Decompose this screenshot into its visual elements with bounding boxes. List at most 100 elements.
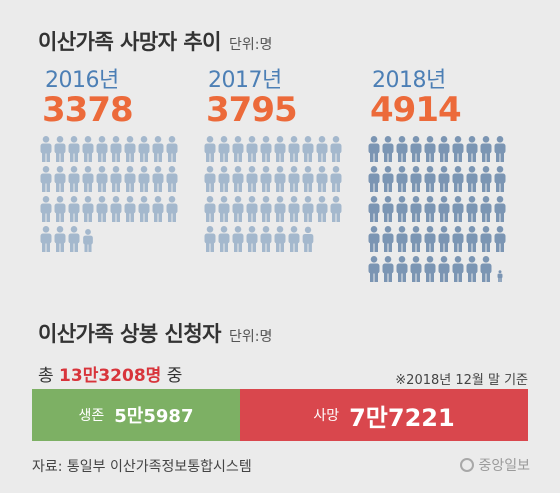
section2-unit: 단위:명 xyxy=(229,329,273,345)
person-figure-2018년 xyxy=(438,226,450,252)
alive-label: 생존 xyxy=(78,408,105,424)
person-figure-2016년 xyxy=(110,196,122,222)
person-figure-2016년 xyxy=(110,166,122,192)
person-figure-2016년 xyxy=(166,136,178,162)
person-figure-2017년 xyxy=(246,226,258,252)
person-figure-2018년 xyxy=(382,196,394,222)
person-figure-2018년 xyxy=(466,136,478,162)
person-figure-2017년 xyxy=(260,196,272,222)
dead-label: 사망 xyxy=(313,408,340,424)
dead-segment: 사망 7만7221 xyxy=(240,389,528,441)
person-figure-2018년 xyxy=(368,226,380,252)
alive-segment: 생존 5만5987 xyxy=(32,389,240,441)
person-figure-2018년 xyxy=(424,226,436,252)
person-figure-2018년 xyxy=(494,226,506,252)
value-label-2017: 3795 xyxy=(206,90,298,130)
total-value: 13만3208명 xyxy=(59,366,162,386)
person-figure-2017년 xyxy=(246,166,258,192)
person-figure-2017년 xyxy=(288,136,300,162)
person-figure-2017년 xyxy=(274,226,286,252)
publisher-logo: 중앙일보 xyxy=(460,455,530,475)
person-figure-2017년 xyxy=(288,166,300,192)
date-note: ※2018년 12월 말 기준 xyxy=(395,373,528,388)
person-figure-2016년 xyxy=(96,166,108,192)
person-figure-2017년 xyxy=(218,166,230,192)
person-figure-2017년 xyxy=(274,136,286,162)
person-figure-2016년 xyxy=(68,196,80,222)
person-figure-2016년 xyxy=(152,196,164,222)
person-figure-2017년 xyxy=(204,166,216,192)
person-figure-2017년 xyxy=(218,196,230,222)
person-figure-2018년 xyxy=(368,196,380,222)
logo-circle-icon xyxy=(460,458,475,472)
chart-unit: 단위:명 xyxy=(229,37,273,53)
person-figure-2017년 xyxy=(218,226,230,252)
person-figure-2018년 xyxy=(466,196,478,222)
year-label-2016: 2016년 xyxy=(45,68,119,93)
person-figure-2016년 xyxy=(82,196,94,222)
person-figure-2018년 xyxy=(438,255,450,282)
person-figure-2017년 xyxy=(246,136,258,162)
person-figure-2018년 xyxy=(410,136,422,162)
person-figure-2017년 xyxy=(302,136,314,162)
person-figure-2018년 xyxy=(452,136,464,162)
person-figure-2018년 xyxy=(382,255,394,282)
person-figure-2016년 xyxy=(82,136,94,162)
person-figure-2018년 xyxy=(410,226,422,252)
person-figure-2018년 xyxy=(424,196,436,222)
person-figure-2017년 xyxy=(260,226,272,252)
person-figure-2018년 xyxy=(452,166,464,192)
person-figure-2018년 xyxy=(452,196,464,222)
person-figure-2018년 xyxy=(382,226,394,252)
person-figure-2016년 xyxy=(166,196,178,222)
person-figure-2016년 xyxy=(124,136,136,162)
person-figure-2016년 xyxy=(124,196,136,222)
person-figure-2018년 xyxy=(452,226,464,252)
person-figure-2017년 xyxy=(302,166,314,192)
person-figure-2017년 xyxy=(316,136,328,162)
person-figure-2016년 xyxy=(54,136,66,162)
value-label-2018: 4914 xyxy=(370,90,462,130)
person-figure-2017년 xyxy=(330,136,342,162)
person-figure-2017년 xyxy=(288,226,300,252)
alive-value: 5만5987 xyxy=(114,406,194,427)
value-label-2016: 3378 xyxy=(42,90,134,130)
person-figure-2016년 xyxy=(110,136,122,162)
person-figure-2018년 xyxy=(497,270,503,282)
person-figure-2016년 xyxy=(54,166,66,192)
person-figure-2016년 xyxy=(152,166,164,192)
person-figure-2016년 xyxy=(68,226,80,252)
person-figure-2017년 xyxy=(330,196,342,222)
person-figure-2016년 xyxy=(138,136,150,162)
person-figure-2016년 xyxy=(138,166,150,192)
person-figure-2018년 xyxy=(466,166,478,192)
person-figure-2017년 xyxy=(232,166,244,192)
person-figure-2016년 xyxy=(40,226,52,252)
person-figure-2018년 xyxy=(396,136,408,162)
person-figure-2018년 xyxy=(480,196,492,222)
person-figure-2018년 xyxy=(424,136,436,162)
person-figure-2016년 xyxy=(68,166,80,192)
person-figure-2018년 xyxy=(466,226,478,252)
person-figure-2016년 xyxy=(124,166,136,192)
person-figure-2018년 xyxy=(424,166,436,192)
person-figure-2017년 xyxy=(246,196,258,222)
year-label-2018: 2018년 xyxy=(372,68,446,93)
person-figure-2018년 xyxy=(480,226,492,252)
person-figure-2018년 xyxy=(494,166,506,192)
person-figure-2017년 xyxy=(260,166,272,192)
chart-title: 이산가족 사망자 추이 단위:명 xyxy=(38,26,272,56)
person-figure-2017년 xyxy=(330,166,342,192)
split-bar: 생존 5만5987 사망 7만7221 xyxy=(32,389,528,441)
year-label-2017: 2017년 xyxy=(208,68,282,93)
person-figure-2018년 xyxy=(480,166,492,192)
person-figure-2017년 xyxy=(232,136,244,162)
person-figure-2016년 xyxy=(82,166,94,192)
person-figure-2018년 xyxy=(424,255,436,282)
total-suffix: 중 xyxy=(166,366,183,386)
person-figure-2017년 xyxy=(204,226,216,252)
person-figure-2016년 xyxy=(152,136,164,162)
person-figure-2018년 xyxy=(480,255,492,282)
person-figure-2016년 xyxy=(54,226,66,252)
person-figure-2017년 xyxy=(274,196,286,222)
